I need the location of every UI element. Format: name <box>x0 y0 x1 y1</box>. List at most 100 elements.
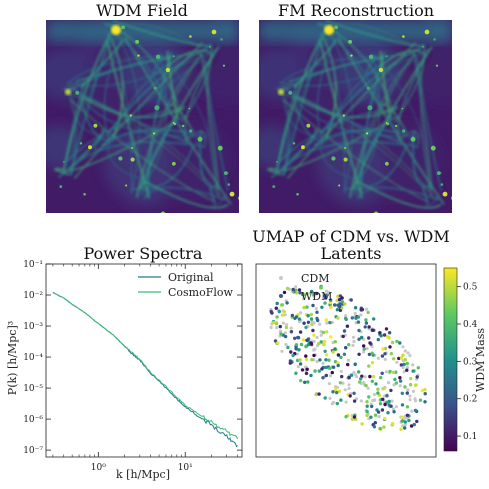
cdm-point <box>330 320 334 325</box>
field-filament <box>80 95 219 196</box>
field-halo <box>442 191 448 197</box>
wdm-point <box>271 321 276 325</box>
field-halo <box>188 107 191 110</box>
wdm-point <box>319 340 323 344</box>
cdm-point <box>354 374 359 379</box>
wdm-point <box>398 341 402 345</box>
field-filament <box>167 99 186 113</box>
wdm-point <box>305 305 309 309</box>
wdm-point <box>370 379 374 383</box>
wdm-point <box>360 374 364 378</box>
legend-label-wdm: WDM <box>301 290 332 303</box>
field-halo <box>402 129 406 133</box>
wdm-point <box>380 408 385 412</box>
field-filaments <box>267 20 445 209</box>
cdm-point <box>302 297 306 301</box>
wdm-point <box>376 410 381 414</box>
wdm-point <box>415 419 419 424</box>
wdm-point <box>305 367 309 371</box>
series-line-cosmoflow <box>52 292 239 440</box>
field-filament <box>100 128 193 147</box>
field-halo <box>343 146 347 150</box>
cdm-point <box>319 333 323 337</box>
cdm-point <box>344 400 348 404</box>
wdm-point <box>385 335 390 339</box>
cdm-point <box>403 349 407 353</box>
field-halo <box>197 136 203 142</box>
field-halo <box>276 160 278 163</box>
wdm-point <box>321 330 326 335</box>
cdm-point <box>384 370 388 374</box>
field-filament <box>325 20 424 48</box>
field-region <box>259 47 305 101</box>
field-filament <box>71 52 212 164</box>
field-halo <box>198 136 201 139</box>
wdm-point <box>420 388 424 393</box>
umap-title-line1: UMAP of CDM vs. WDM <box>252 227 450 246</box>
wdm-point <box>294 371 298 375</box>
wdm-point <box>383 352 387 356</box>
field-halo <box>401 107 404 110</box>
field-halo <box>153 132 156 135</box>
wdm-point <box>339 398 343 402</box>
field-filament <box>75 57 172 83</box>
cdm-point <box>361 350 366 354</box>
wdm-point <box>276 341 280 345</box>
wdm-point <box>364 321 369 325</box>
wdm-point <box>309 341 313 345</box>
wdm-point <box>322 342 326 347</box>
x-tick-label: 10⁰ <box>91 463 106 473</box>
wdm-point <box>353 306 358 310</box>
wdm-point <box>302 321 306 325</box>
wdm-point <box>331 365 336 369</box>
wdm-point <box>333 340 337 344</box>
wdm-point <box>382 386 386 391</box>
wdm-point <box>310 322 314 327</box>
wdm-point <box>362 347 366 351</box>
wdm-point <box>335 390 339 395</box>
field-filament <box>288 57 385 83</box>
wdm-point <box>372 425 377 429</box>
wdm-point <box>297 288 302 292</box>
cdm-point <box>364 307 368 311</box>
cdm-point <box>341 381 345 385</box>
field-filament <box>324 63 382 139</box>
legend-label: Original <box>168 271 214 284</box>
wdm-point <box>418 398 423 402</box>
cdm-point <box>324 289 329 293</box>
wdm-point <box>423 400 427 404</box>
field-halo <box>172 55 175 58</box>
cdm-point <box>269 325 273 330</box>
wdm-field-title: WDM Field <box>96 1 188 20</box>
wdm-point <box>324 365 328 370</box>
wdm-point <box>350 316 354 320</box>
wdm-point <box>300 368 305 372</box>
cdm-point <box>351 335 356 339</box>
wdm-point <box>298 291 302 295</box>
field-filament <box>111 29 170 107</box>
field-filament <box>112 29 140 195</box>
wdm-point <box>379 375 383 380</box>
wdm-point <box>298 330 303 334</box>
wdm-point <box>371 374 376 379</box>
wdm-point <box>370 328 375 332</box>
field-halo <box>430 145 436 151</box>
cdm-point <box>298 320 302 324</box>
field-halo <box>410 136 416 142</box>
fm-reconstruction-heatmap <box>259 20 452 213</box>
field-filament <box>211 193 228 206</box>
wdm-point <box>356 320 361 324</box>
cdm-point <box>359 313 363 317</box>
field-halo <box>366 86 370 90</box>
field-halos <box>59 25 239 213</box>
wdm-field-heatmap <box>46 20 239 213</box>
cdm-point <box>328 396 332 400</box>
field-halo <box>209 45 211 48</box>
field-halo <box>171 161 176 166</box>
wdm-point <box>392 357 396 361</box>
wdm-point <box>314 392 319 396</box>
field-filament <box>73 42 203 179</box>
field-halo <box>366 132 369 135</box>
field-halo <box>217 145 223 151</box>
